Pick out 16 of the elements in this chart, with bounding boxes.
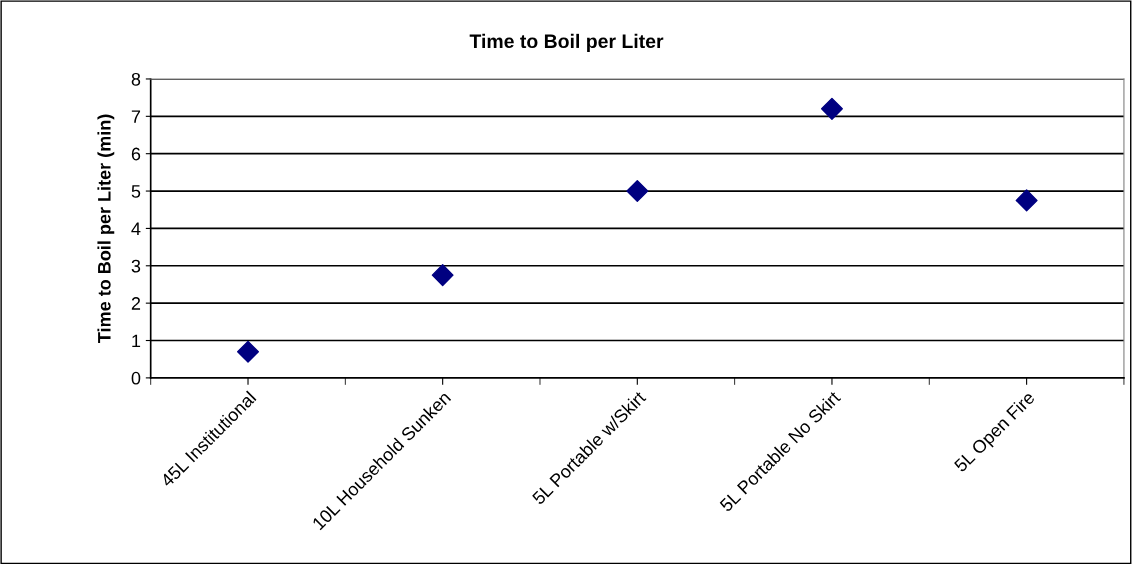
- point: [626, 180, 649, 203]
- y-tick-label: 4: [131, 222, 141, 235]
- y-tick-label: 5: [131, 185, 141, 198]
- y-tick-label: 0: [131, 371, 141, 385]
- chart-title: Time to Boil per Liter: [469, 33, 664, 52]
- point: [1015, 189, 1038, 212]
- y-tick-label: 3: [131, 259, 141, 273]
- point: [237, 340, 260, 363]
- y-tick-label: 6: [131, 147, 141, 161]
- y-axis-title: Time to Boil per Liter (min): [97, 114, 115, 343]
- y-tick-label: 2: [131, 297, 141, 310]
- y-tick-label: 7: [131, 110, 141, 123]
- y-tick-label: 8: [131, 72, 141, 86]
- point: [820, 97, 843, 120]
- point: [431, 264, 454, 287]
- y-tick-label: 1: [132, 334, 141, 348]
